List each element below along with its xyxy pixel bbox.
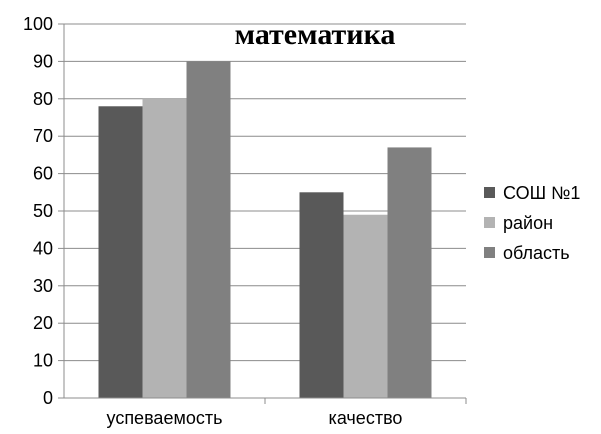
y-tick-label: 30 [33,276,53,296]
y-tick-label: 40 [33,238,53,258]
y-axis-ticks: 0 10 20 30 40 50 60 70 80 90 100 [23,14,64,408]
axes [63,24,467,404]
legend-label: область [503,243,570,263]
legend: СОШ №1 район область [484,183,580,263]
bar [299,192,344,398]
legend-label: район [503,213,553,233]
x-category-label: успеваемость [107,408,223,428]
y-tick-label: 90 [33,51,53,71]
bar [142,98,187,399]
bars [98,61,432,399]
chart-title: математика [235,18,396,51]
x-category-label: качество [329,408,403,428]
legend-swatch [484,247,495,258]
legend-swatch [484,217,495,228]
y-tick-label: 0 [43,388,53,408]
legend-label: СОШ №1 [503,183,580,203]
x-axis-labels: успеваемость качество [107,408,403,428]
bar [343,214,388,398]
y-tick-label: 70 [33,126,53,146]
bar [98,106,143,398]
y-tick-label: 20 [33,313,53,333]
y-tick-label: 50 [33,201,53,221]
y-tick-label: 100 [23,14,53,34]
bar [387,147,432,398]
y-tick-label: 80 [33,89,53,109]
y-tick-label: 10 [33,351,53,371]
legend-swatch [484,187,495,198]
y-tick-label: 60 [33,164,53,184]
bar [186,61,231,399]
